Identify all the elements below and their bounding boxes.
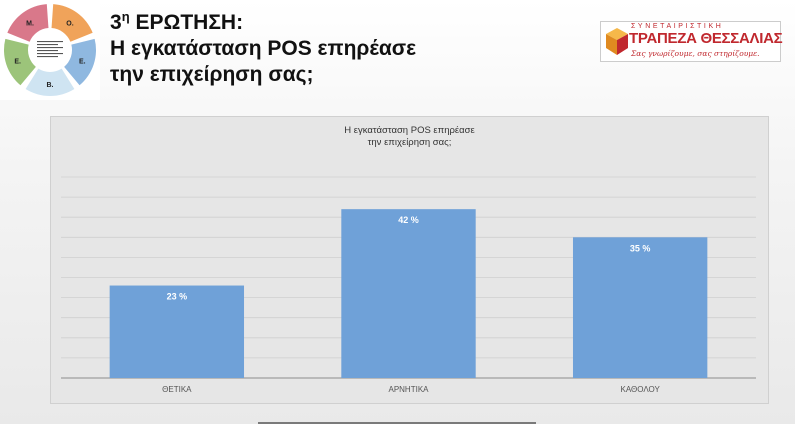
title-number: 3 — [110, 11, 122, 34]
cycle-center-text-line — [37, 41, 63, 43]
data-label: 35 % — [630, 243, 651, 253]
bank-top-text: ΣΥΝΕΤΑΙΡΙΣΤΙΚΗ — [631, 23, 724, 30]
title-line-3: την επιχείρηση σας; — [110, 63, 314, 86]
chart-title-line: Η εγκατάσταση POS επηρέασε — [344, 125, 475, 136]
cycle-center-text-line — [37, 53, 63, 55]
data-label: 42 % — [398, 215, 419, 225]
cycle-segment — [51, 4, 93, 42]
cycle-logo: Ο. Ε. Β. Ε. Μ. — [0, 0, 100, 100]
cycle-label: Ε. — [79, 59, 86, 66]
bank-logo: ΣΥΝΕΤΑΙΡΙΣΤΙΚΗ ΤΡΑΠΕΖΑ ΘΕΣΣΑΛΙΑΣ Σας γνω… — [600, 21, 783, 62]
data-label: 23 % — [167, 292, 188, 302]
bar — [572, 237, 708, 378]
cycle-center-text-line — [37, 56, 58, 58]
title-line-1: 3η ΕΡΩΤΗΣΗ: — [110, 10, 550, 36]
bar — [341, 209, 476, 378]
cycle-diagram-icon: Ο. Ε. Β. Ε. Μ. — [3, 4, 97, 96]
category-label: ΚΑΘΟΛΟΥ — [621, 385, 661, 394]
cycle-label: Ε. — [14, 59, 21, 66]
cycle-label: Β. — [47, 82, 54, 89]
chart-frame: Η εγκατάσταση POS επηρέασε την επιχείρηση… — [50, 116, 769, 404]
cycle-label: Μ. — [26, 20, 34, 27]
title-line-2: Η εγκατάσταση POS επηρέασε — [110, 37, 417, 60]
category-label: ΘΕΤΙΚΑ — [162, 385, 192, 394]
cycle-segment — [25, 68, 75, 96]
slide-bottom-divider — [258, 422, 536, 424]
bank-name: ΤΡΑΠΕΖΑ ΘΕΣΣΑΛΙΑΣ — [629, 30, 783, 47]
chart-title-line: την επιχείρηση σας; — [368, 137, 452, 148]
cycle-label: Ο. — [66, 20, 73, 27]
cycle-center-text-line — [37, 44, 58, 46]
cycle-center-text-line — [37, 47, 63, 49]
title-superscript: η — [121, 9, 130, 24]
slide-title: 3η ΕΡΩΤΗΣΗ: Η εγκατάσταση POS επηρέασε τ… — [110, 10, 550, 88]
bank-cube-icon — [606, 28, 628, 55]
category-label: ΑΡΝΗΤΙΚΑ — [388, 385, 429, 394]
cycle-segment — [7, 4, 49, 42]
bank-slogan: Σας γνωρίζουμε, σας στηρίζουμε. — [631, 49, 760, 58]
bar — [109, 285, 245, 378]
cycle-center-text-line — [37, 50, 58, 52]
cycle-segment — [3, 38, 36, 86]
title-word: ΕΡΩΤΗΣΗ: — [129, 11, 244, 34]
cycle-segment — [64, 38, 97, 86]
